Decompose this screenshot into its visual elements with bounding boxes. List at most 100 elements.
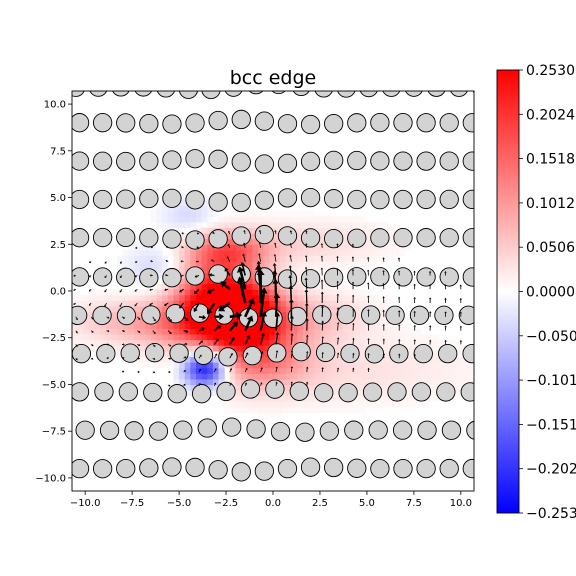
field-cell <box>376 249 383 257</box>
atom <box>462 343 474 364</box>
field-cell <box>122 249 129 257</box>
field-cell <box>235 362 242 369</box>
displacement-arrowhead <box>398 324 401 327</box>
field-cell <box>348 294 355 301</box>
field-cell <box>257 221 265 229</box>
field-cell <box>376 333 383 341</box>
atom <box>314 91 333 98</box>
field-cell <box>201 233 208 240</box>
atom <box>162 150 182 170</box>
field-cell <box>83 333 90 341</box>
displacement-arrowhead <box>134 246 137 250</box>
field-cell <box>387 328 394 335</box>
field-cell <box>173 339 180 346</box>
field-cell <box>246 294 253 301</box>
displacement-arrow <box>274 255 277 262</box>
field-cell <box>336 345 344 352</box>
field-cell <box>314 244 321 251</box>
field-cell <box>269 373 276 380</box>
atom <box>139 268 159 288</box>
displacement-arrowhead <box>165 259 168 263</box>
field-cell <box>235 339 242 346</box>
field-cell <box>173 255 180 262</box>
atom <box>92 227 113 248</box>
field-cell <box>280 333 287 341</box>
field-cell <box>342 367 349 374</box>
field-cell <box>235 406 242 414</box>
field-cell <box>348 216 355 223</box>
field-cell <box>179 266 186 273</box>
field-cell <box>432 373 439 380</box>
field-cell <box>117 345 124 352</box>
field-cell <box>359 289 366 296</box>
field-cell <box>297 300 304 307</box>
atom <box>439 113 459 133</box>
field-cell <box>145 322 152 329</box>
field-cell <box>325 339 332 346</box>
field-cell <box>212 305 220 313</box>
atom <box>116 189 136 209</box>
field-cell <box>263 261 270 268</box>
field-cell <box>263 356 270 363</box>
field-cell <box>212 322 220 329</box>
field-cell <box>280 367 287 374</box>
field-cell <box>336 300 344 307</box>
field-cell <box>460 345 468 352</box>
field-cell <box>303 378 310 386</box>
displacement-arrowhead <box>150 246 153 249</box>
field-cell <box>128 322 135 329</box>
field-cell <box>139 350 146 358</box>
field-cell <box>387 339 394 346</box>
field-cell <box>286 345 293 352</box>
atom <box>462 228 474 248</box>
displacement-arrowhead <box>119 290 122 293</box>
field-cell <box>156 305 163 313</box>
field-cell <box>246 210 253 217</box>
displacement-arrowhead <box>320 291 324 294</box>
displacement-arrowhead <box>212 231 215 235</box>
field-cell <box>207 221 214 229</box>
atom <box>277 153 298 174</box>
field-cell <box>455 339 462 346</box>
field-cell <box>201 373 208 380</box>
field-cell <box>117 261 124 268</box>
displacement-arrowhead <box>304 255 308 258</box>
field-cell <box>393 373 400 380</box>
displacement-arrow <box>260 352 263 359</box>
field-cell <box>376 221 383 229</box>
displacement-arrow <box>259 243 261 248</box>
field-cell <box>100 289 107 296</box>
field-cell <box>212 362 220 369</box>
field-cell <box>263 305 270 313</box>
displacement-vector-layer <box>73 229 463 387</box>
atom <box>292 91 310 97</box>
displacement-arrow <box>229 369 232 373</box>
field-cell <box>252 289 259 296</box>
field-cell <box>398 322 406 329</box>
field-cell <box>381 395 389 402</box>
field-cell <box>319 221 327 229</box>
field-cell <box>241 328 248 335</box>
field-cell <box>274 339 282 346</box>
field-cell <box>100 339 107 346</box>
field-cell <box>404 322 411 329</box>
field-cell <box>421 339 428 346</box>
displacement-arrowhead <box>179 305 183 309</box>
field-cell <box>387 373 394 380</box>
field-cell <box>314 227 321 234</box>
field-cell <box>370 333 377 341</box>
field-cell <box>156 249 163 257</box>
field-cell <box>438 378 445 386</box>
atom <box>185 230 205 250</box>
field-cell <box>229 289 237 296</box>
displacement-arrow <box>198 384 201 386</box>
field-cell <box>235 367 242 374</box>
displacement-arrowhead <box>288 274 293 278</box>
displacement-arrowhead <box>428 297 432 300</box>
displacement-arrowhead <box>275 331 280 335</box>
field-cell <box>229 317 237 324</box>
field-cell <box>184 216 191 223</box>
field-cell <box>319 373 327 380</box>
field-cell <box>77 322 84 329</box>
field-cell <box>156 205 163 212</box>
